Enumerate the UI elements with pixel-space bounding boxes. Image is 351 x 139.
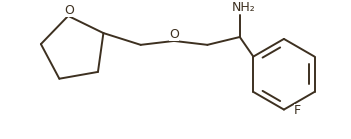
Text: O: O	[169, 28, 179, 41]
Text: NH₂: NH₂	[232, 1, 256, 14]
Text: O: O	[64, 4, 74, 18]
Text: F: F	[294, 104, 301, 117]
